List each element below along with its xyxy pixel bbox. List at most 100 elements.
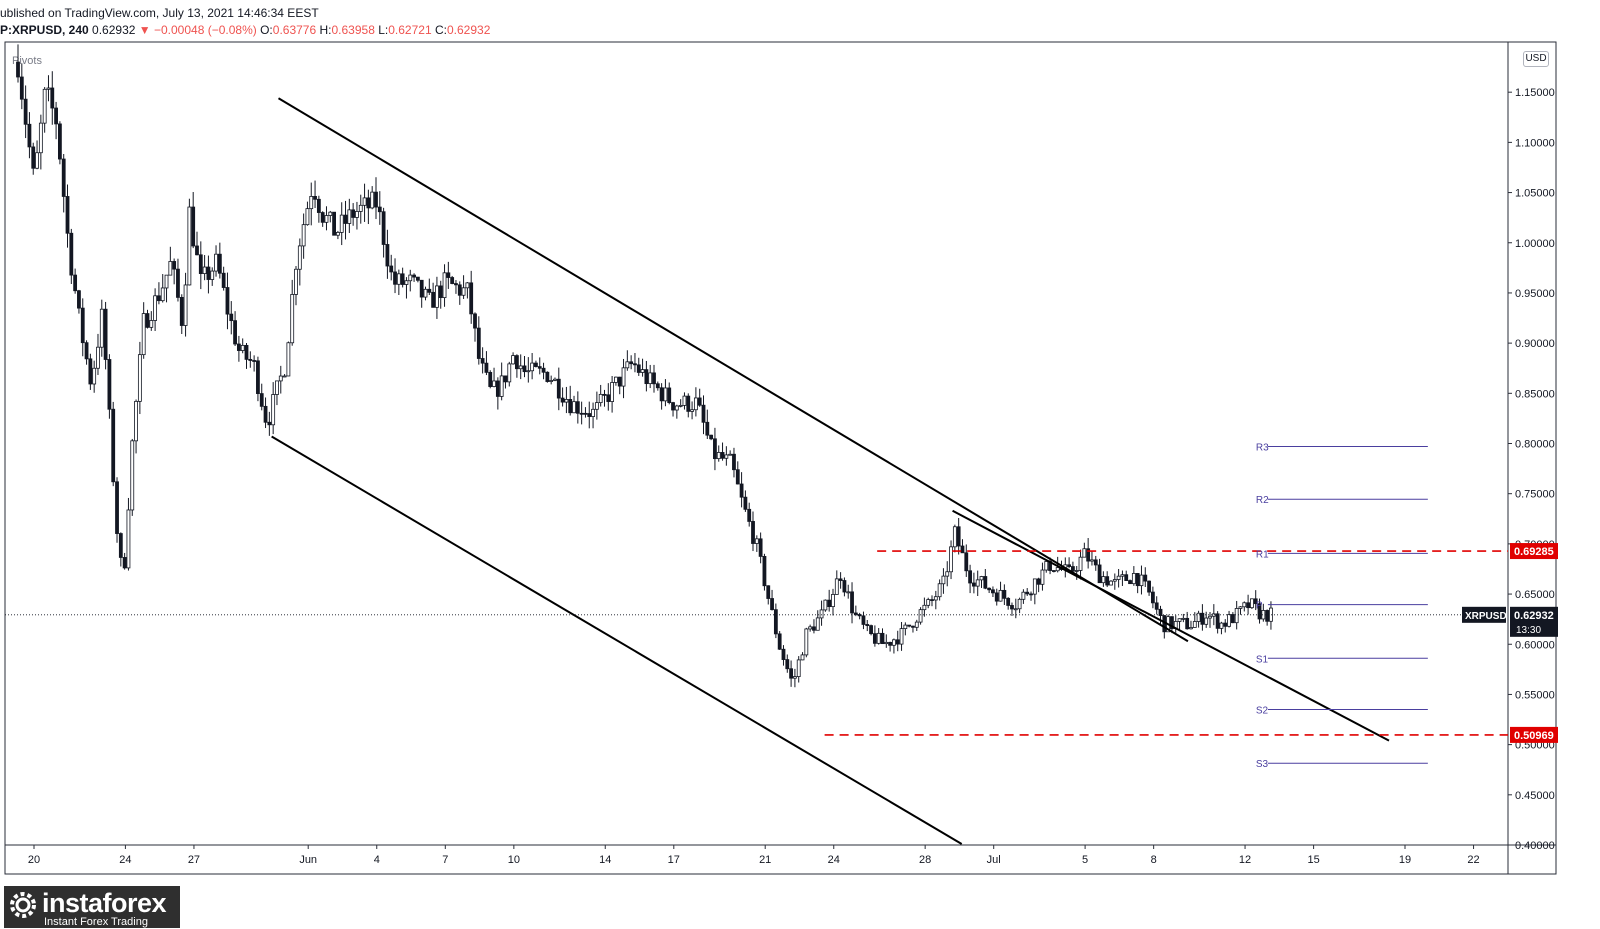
candle-body [480,358,485,364]
published-note: ublished on TradingView.com, July 13, 20… [0,6,319,20]
candle-body [1143,574,1148,582]
candle-body [1017,598,1022,610]
candle-body [366,197,371,209]
candle-body [103,308,108,360]
candle-body [903,624,908,630]
candle-body [1078,556,1083,571]
candle-body [1105,576,1110,586]
level-price-tag [1510,726,1558,743]
candle-body [294,268,298,295]
currency-badge[interactable]: USD [1523,51,1549,67]
level-price-label: 0.50969 [1514,730,1554,742]
open-value: 0.63776 [272,23,317,37]
candle-body [804,628,809,656]
candle-body [210,270,215,280]
candle-body [762,556,767,587]
candle-body [1021,591,1026,600]
candle-body [19,76,24,100]
candle-body [183,284,188,326]
x-tick-label: 20 [28,854,40,866]
candle-body [107,359,112,410]
candles [16,44,1273,688]
symbol-label[interactable]: P:XRPUSD, 240 [0,23,89,37]
candle-body [61,158,66,197]
candle-body [233,320,237,345]
candle-body [979,576,984,581]
candle-body [54,107,58,125]
candle-body [1150,591,1155,604]
low-label: L: [378,23,389,37]
candle-body [564,399,569,403]
candle-body [1192,621,1197,628]
candle-body [594,402,599,410]
candle-body [602,393,607,396]
candle-body [423,288,428,298]
x-tick-label: 17 [668,854,680,866]
candle-body [263,405,268,423]
candle-body [50,87,55,109]
candle-body [541,367,546,373]
candle-body [842,580,847,593]
open-label: O: [260,23,273,37]
candle-body [697,397,702,406]
x-tick-label: 5 [1082,854,1088,866]
candle-body [549,380,554,382]
candle-body [514,355,519,370]
candle-body [735,469,740,485]
candle-body [332,211,336,236]
candle-body [1006,597,1011,606]
y-tick-label: 1.00000 [1515,238,1555,250]
candle-body [629,361,634,365]
y-tick-label: 0.75000 [1515,489,1555,501]
candle-body [975,579,980,587]
candle-body [682,395,687,406]
last-price-tag [1510,606,1558,637]
candle-body [236,343,241,351]
x-tick-label: 7 [442,854,448,866]
candle-body [991,589,995,594]
candle-body [838,578,843,581]
level-price-label: 0.69285 [1514,546,1554,558]
candle-body [73,274,78,292]
candle-body [412,274,416,278]
y-tick-label: 1.05000 [1515,188,1555,200]
candle-body [134,400,138,442]
candle-body [385,244,390,267]
candle-body [84,342,89,360]
candle-body [796,659,801,677]
candle-body [301,224,306,247]
candle-body [949,546,953,573]
candle-body [834,578,839,595]
y-tick-label: 0.40000 [1515,840,1555,852]
candle-body [933,596,938,601]
candle-body [960,545,965,554]
candle-body [884,641,889,645]
bar-countdown: 13:30 [1516,625,1541,636]
candle-body [556,378,561,399]
candle-body [1036,578,1041,585]
candle-body [99,308,104,348]
ohlc-line: P:XRPUSD, 240 0.62932 ▼ −0.00048 (−0.08%… [0,23,490,37]
candle-body [267,421,272,426]
candle-body [861,615,866,625]
candle-body [336,232,340,236]
candle-body [435,285,439,308]
candle-body [320,212,325,223]
x-tick-label: 19 [1399,854,1411,866]
candle-body [195,245,199,256]
candle-body [256,360,260,394]
candle-body [374,191,378,208]
candle-body [994,592,999,602]
y-tick-label: 0.45000 [1515,790,1555,802]
x-tick-label: 27 [188,854,200,866]
candle-body [511,355,515,365]
candle-body [358,204,363,212]
candle-body [869,625,873,635]
candle-body [1090,559,1094,562]
candle-body [324,215,329,223]
candle-body [442,272,447,299]
candle-body [214,253,218,272]
candle-body [941,575,946,585]
